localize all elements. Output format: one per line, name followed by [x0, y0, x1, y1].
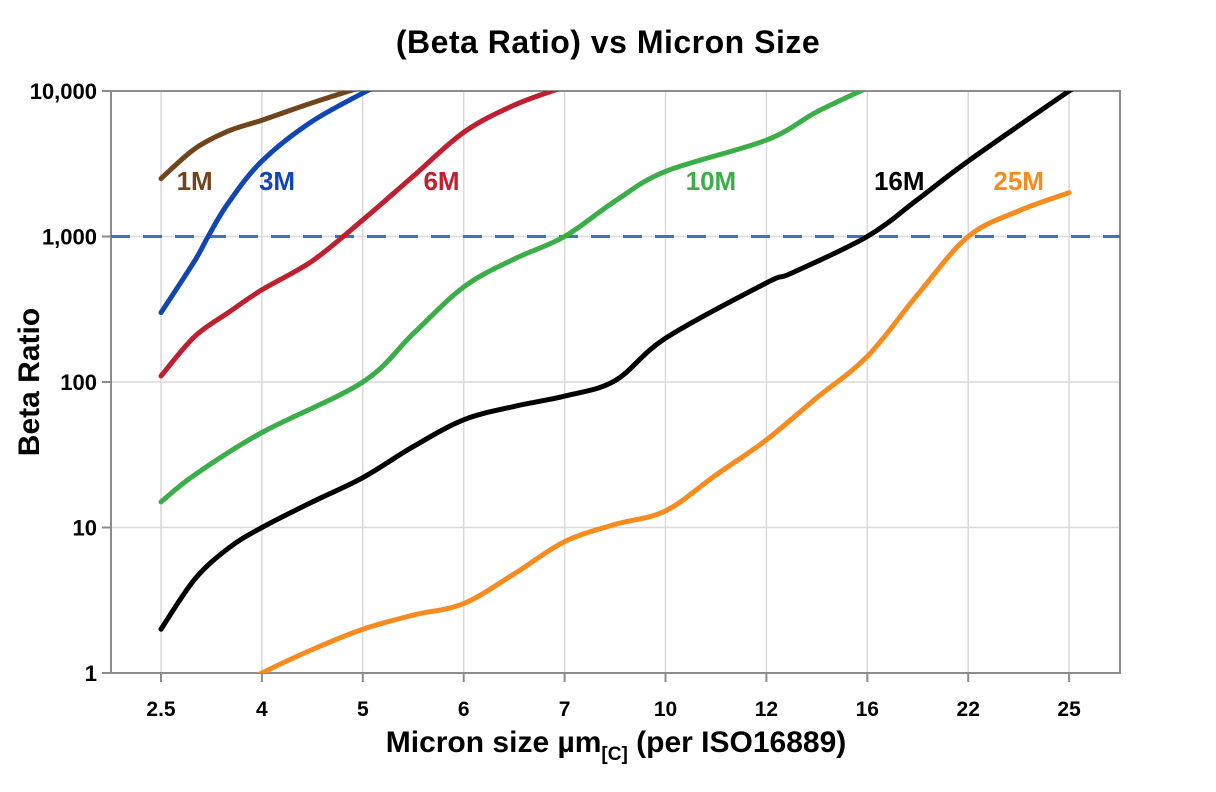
series-16M-curve [158, 91, 1074, 632]
x-tick-label-6: 6 [458, 698, 470, 721]
x-axis-title-rest: (per ISO16889) [627, 726, 847, 759]
x-tick-label-22: 22 [957, 698, 980, 721]
series-25M-curve [256, 190, 1072, 673]
x-tick-label-4: 4 [256, 698, 268, 721]
y-tick-label-10,000: 10,000 [30, 79, 97, 104]
x-tick-label-7: 7 [559, 698, 571, 721]
series-label-1M: 1M [177, 166, 213, 196]
x-axis-title: Micron size µm[C] (per ISO16889) [0, 726, 1216, 766]
series-label-10M: 10M [686, 166, 737, 196]
y-tick-label-1: 1 [85, 661, 97, 686]
series-label-6M: 6M [423, 166, 459, 196]
x-axis-title-subscript: [C] [601, 744, 628, 765]
series-label-3M: 3M [259, 166, 295, 196]
series-10M-curve [158, 91, 867, 505]
plot-border [110, 90, 1121, 674]
series-6M-curve [158, 91, 560, 379]
x-axis-title-main: Micron size µm [385, 726, 602, 759]
x-tick-label-25: 25 [1057, 698, 1081, 721]
y-tick-label-100: 100 [60, 370, 97, 395]
x-tick-label-16: 16 [856, 698, 879, 721]
x-tick-label-12: 12 [755, 698, 778, 721]
x-tick-label-2.5: 2.5 [146, 698, 176, 721]
y-tick-label-10: 10 [73, 516, 97, 541]
x-tick-label-10: 10 [654, 698, 677, 721]
x-tick-label-5: 5 [357, 698, 369, 721]
series-1M-curve [158, 91, 358, 182]
y-tick-label-1,000: 1,000 [42, 225, 97, 250]
series-label-25M: 25M [993, 166, 1044, 196]
chart-title: (Beta Ratio) vs Micron Size [395, 24, 821, 60]
series-3M-curve [158, 91, 373, 316]
series-label-16M: 16M [874, 166, 925, 196]
